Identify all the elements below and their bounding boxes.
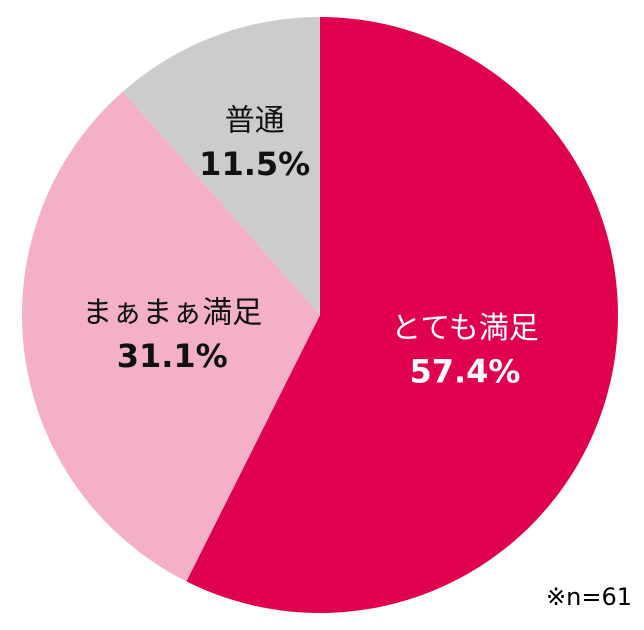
slice-label: 普通 <box>225 104 285 139</box>
sample-note: ※n=61 <box>546 583 632 611</box>
slice-label: まぁまぁ満足 <box>82 296 262 331</box>
pie-slice <box>122 17 320 315</box>
slice-label: とても満足 <box>391 311 539 346</box>
pie-slice <box>186 17 619 614</box>
value-label: 11.5% <box>199 145 310 183</box>
value-label: 57.4% <box>409 352 520 390</box>
value-label: 31.1% <box>117 337 228 375</box>
pie-slice <box>22 91 321 582</box>
